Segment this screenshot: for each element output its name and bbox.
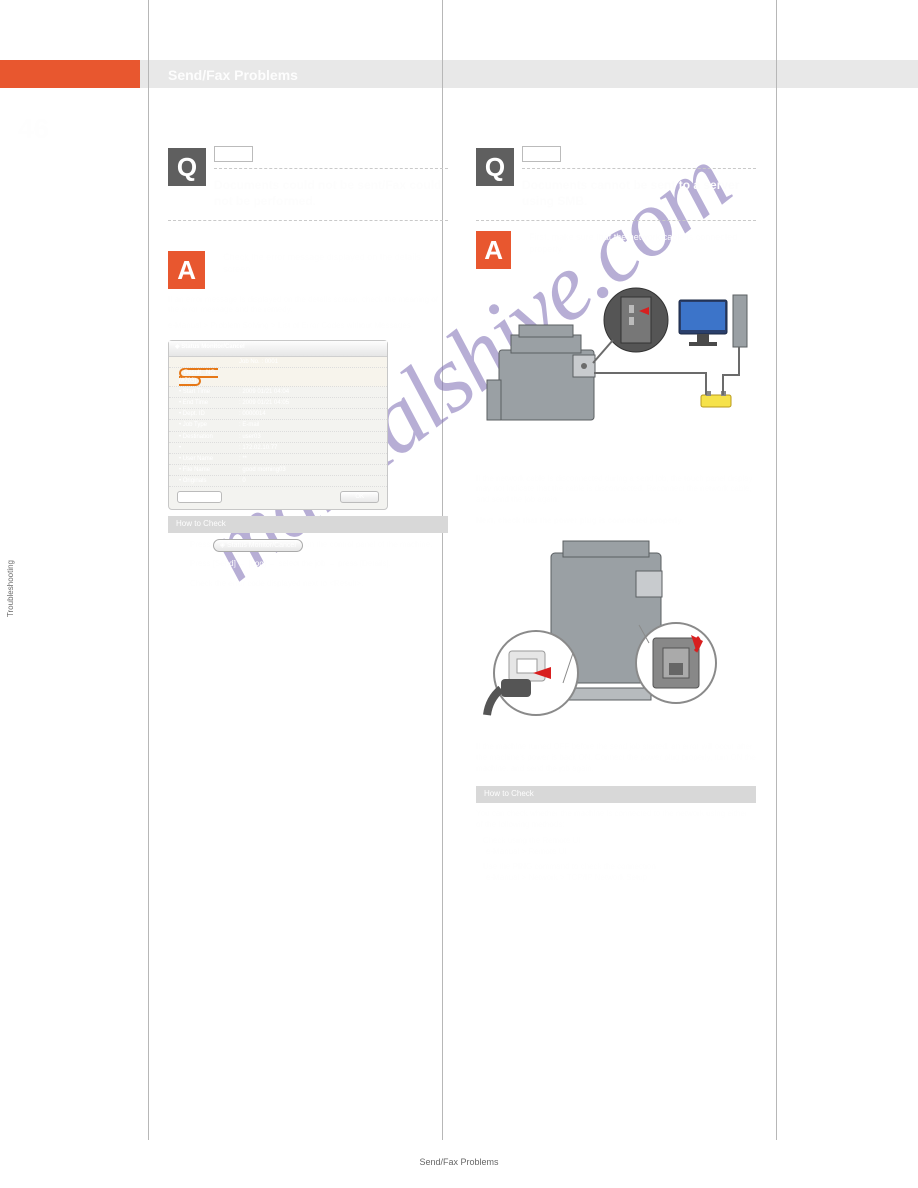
question-text: Documents could not be sent/Fax could no…	[214, 177, 448, 209]
section-tab	[0, 60, 140, 88]
see-reference: e-Manual > Network > TCP/IP Network Setu…	[486, 873, 756, 884]
screenshot-title-text: Status Monitor/Cancel	[181, 344, 244, 350]
power-plug-callout-icon	[487, 631, 578, 715]
ss-label: • Dept. ID	[179, 410, 239, 418]
network-cable-illustration	[481, 275, 751, 468]
power-plug-illustration	[481, 533, 751, 736]
ss-label	[179, 358, 239, 366]
status-monitor-button: ◈ Status Monitor/Cancel	[213, 539, 303, 552]
step-1: 1 Press ◈ Status Monitor/Cancel on the c…	[168, 539, 448, 555]
how-to-check-label: How to Check	[168, 516, 448, 533]
left-column: Q Send Documents could not be sent/Fax c…	[168, 148, 448, 595]
printer-icon	[487, 325, 595, 420]
body-paragraph: If the machine turned OFF before the sen…	[476, 742, 756, 774]
q-category-tag: Send	[214, 146, 253, 162]
page-title: Send/Fax Problems	[168, 66, 298, 85]
step-number-icon: 3	[168, 579, 184, 595]
ss-result-val: NG	[206, 370, 215, 376]
ss-val: : 172.02.10.77	[239, 444, 377, 452]
ss-val: : user03	[239, 433, 377, 441]
answer-body: If the machine turned OFF before the sen…	[476, 742, 756, 884]
step-2: 2 Press [Send] → [Log] → select the job …	[168, 559, 448, 575]
ss-val: : **	[239, 455, 377, 463]
see-reference: e-Manual > Remote UI	[486, 847, 756, 858]
ss-result-code: (#703)	[179, 378, 196, 384]
page-footer: Send/Fax Problems	[0, 1156, 918, 1168]
ss-label: • Start Time	[179, 388, 239, 396]
how-to-check-label: How to Check	[476, 786, 756, 803]
divider	[476, 220, 756, 221]
answer-body: If the network cable is disconnected dur…	[476, 474, 756, 527]
status-monitor-screenshot: ◈ Status Monitor/Cancel Job No. : 0001 R…	[168, 340, 388, 510]
divider	[148, 0, 149, 1140]
ss-val: Job No. : 0001	[239, 358, 377, 366]
screenshot-title: ◈ Status Monitor/Cancel	[169, 341, 387, 357]
right-column: Q Send Documents cannot be sent to a ser…	[476, 148, 756, 889]
answer-lead: Check the error message displayed on the…	[223, 251, 448, 275]
question-text: Documents cannot be sent to a server usi…	[522, 177, 756, 209]
step-number-icon: 1	[168, 539, 184, 555]
ss-val: : 0000014	[239, 410, 377, 418]
computer-icon	[679, 295, 747, 347]
ss-val: : E-mail	[239, 421, 377, 429]
page-number: 46	[18, 110, 49, 148]
q-icon: Q	[476, 148, 514, 186]
a-icon: A	[476, 231, 511, 269]
port-callout-icon	[593, 288, 668, 363]
step-text: Check the error code displayed next to <…	[190, 579, 448, 595]
step-number-icon: 2	[168, 559, 184, 575]
ss-label: • Job Type	[179, 421, 239, 429]
ss-label: • File Name	[179, 466, 239, 474]
see-reference: e-Manual > Problem Solving > List of Err…	[168, 321, 448, 332]
ss-label: • End Time	[179, 399, 239, 407]
screenshot-pager: ▼ 1/2 ▲	[177, 491, 222, 503]
ss-val: : 2009 01/21 04:04	[239, 388, 377, 396]
a-icon: A	[168, 251, 205, 289]
ss-label: • User Name	[179, 455, 239, 463]
step-text: Press [Send] → [Log] → select the job → …	[190, 559, 448, 575]
question-block: Q Send Documents could not be sent/Fax c…	[168, 148, 448, 210]
question-block: Q Send Documents cannot be sent to a ser…	[476, 148, 756, 210]
ss-result-label: Result	[184, 370, 201, 376]
ss-val: : good morning03	[239, 466, 377, 474]
bullet-text: Use the PING command to check the connec…	[483, 862, 656, 873]
step-text: on the control panel of the machine.	[305, 540, 432, 549]
q-category-tag: Send	[522, 146, 561, 162]
ss-val: : 0	[239, 477, 377, 485]
cable-icon	[594, 373, 706, 395]
answer-block: A First, make sure that the network cabl…	[476, 231, 756, 269]
step-text: Press	[190, 540, 210, 549]
check-steps: How to Check 1 Press ◈ Status Monitor/Ca…	[168, 516, 448, 595]
power-switch-callout-icon	[636, 623, 716, 703]
q-icon: Q	[168, 148, 206, 186]
side-label: Troubleshooting	[6, 560, 18, 617]
ss-val: : 2009 01/21 04:05	[239, 399, 377, 407]
answer-body: If an error message is displayed on the …	[168, 295, 448, 332]
cable-icon	[723, 347, 739, 395]
divider	[776, 0, 777, 1140]
ss-label: •	[179, 444, 239, 452]
divider	[168, 220, 448, 221]
body-paragraph: You can check whether the machine is con…	[476, 809, 756, 831]
screenshot-ok-button: OK	[340, 491, 379, 503]
bullet-text: Check using the Remote UI	[483, 836, 581, 847]
answer-lead: Next, check that the power plug is conne…	[476, 516, 756, 527]
answer-block: A Check the error message displayed on t…	[168, 251, 448, 289]
ss-label: • Destination	[179, 433, 239, 441]
answer-lead: First, make sure that the network cable …	[529, 231, 756, 255]
step-3: 3 Check the error code displayed next to…	[168, 579, 448, 595]
hub-icon	[701, 395, 731, 407]
ss-label: • Originals	[179, 477, 239, 485]
bullet-item: Check using the Remote UI	[476, 836, 756, 847]
body-paragraph: If the network cable is disconnected dur…	[476, 474, 756, 506]
bullet-item: Use the PING command to check the connec…	[476, 862, 756, 873]
body-paragraph: If an error message is displayed on the …	[168, 295, 448, 317]
